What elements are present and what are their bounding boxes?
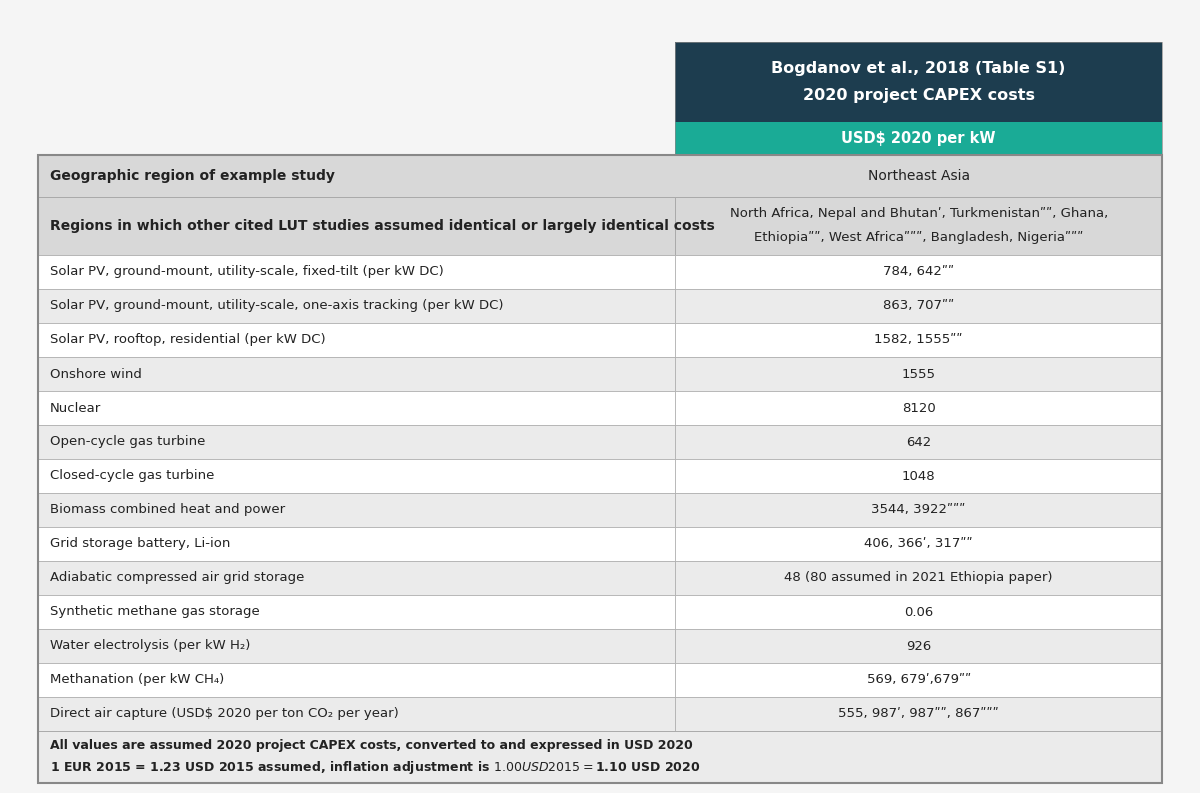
Bar	[676, 561, 1162, 595]
Bar	[676, 425, 1162, 459]
Bar	[38, 425, 676, 459]
Bar	[676, 255, 1162, 289]
Bar	[38, 391, 676, 425]
Bar	[38, 289, 676, 323]
Bar	[38, 527, 676, 561]
Bar	[38, 697, 676, 731]
Text: Solar PV, ground-mount, utility-scale, one-axis tracking (per kW DC): Solar PV, ground-mount, utility-scale, o…	[50, 300, 504, 312]
Text: Regions in which other cited LUT studies assumed identical or largely identical : Regions in which other cited LUT studies…	[50, 219, 715, 233]
Text: 569, 679ʹ,679ʺʺ: 569, 679ʹ,679ʺʺ	[866, 673, 971, 687]
Text: 0.06: 0.06	[904, 606, 934, 619]
Text: Water electrolysis (per kW H₂): Water electrolysis (per kW H₂)	[50, 639, 251, 653]
Bar	[676, 42, 1162, 155]
Text: Closed-cycle gas turbine: Closed-cycle gas turbine	[50, 469, 215, 482]
Bar	[38, 197, 676, 255]
Text: All values are assumed 2020 project CAPEX costs, converted to and expressed in U: All values are assumed 2020 project CAPE…	[50, 740, 692, 753]
Bar	[38, 561, 676, 595]
Text: Open-cycle gas turbine: Open-cycle gas turbine	[50, 435, 205, 449]
Text: Ethiopiaʺʺ, West Africaʺʺʺ, Bangladesh, Nigeriaʺʺʺ: Ethiopiaʺʺ, West Africaʺʺʺ, Bangladesh, …	[754, 232, 1084, 244]
Bar	[676, 122, 1162, 155]
Text: 863, 707ʺʺ: 863, 707ʺʺ	[883, 300, 954, 312]
Bar	[38, 323, 676, 357]
Text: Direct air capture (USD$ 2020 per ton CO₂ per year): Direct air capture (USD$ 2020 per ton CO…	[50, 707, 398, 721]
Bar	[676, 391, 1162, 425]
Bar	[38, 731, 1162, 783]
Bar	[676, 595, 1162, 629]
Text: Solar PV, rooftop, residential (per kW DC): Solar PV, rooftop, residential (per kW D…	[50, 334, 325, 347]
Bar	[38, 255, 676, 289]
Text: Grid storage battery, Li-ion: Grid storage battery, Li-ion	[50, 538, 230, 550]
Text: 555, 987ʹ, 987ʺʺ, 867ʺʺʺ: 555, 987ʹ, 987ʺʺ, 867ʺʺʺ	[839, 707, 1000, 721]
Text: 1582, 1555ʺʺ: 1582, 1555ʺʺ	[875, 334, 962, 347]
Bar	[38, 155, 1162, 197]
Text: 406, 366ʹ, 317ʺʺ: 406, 366ʹ, 317ʺʺ	[864, 538, 973, 550]
Bar	[676, 527, 1162, 561]
Text: Geographic region of example study: Geographic region of example study	[50, 169, 335, 183]
Bar	[38, 357, 676, 391]
Bar	[38, 493, 676, 527]
Bar	[676, 357, 1162, 391]
Bar	[38, 595, 676, 629]
Bar	[676, 289, 1162, 323]
Bar	[676, 323, 1162, 357]
Text: Nuclear: Nuclear	[50, 401, 101, 415]
Text: Bogdanov et al., 2018 (Table S1): Bogdanov et al., 2018 (Table S1)	[772, 61, 1066, 76]
Text: Synthetic methane gas storage: Synthetic methane gas storage	[50, 606, 259, 619]
Text: Onshore wind: Onshore wind	[50, 367, 142, 381]
Text: 926: 926	[906, 639, 931, 653]
Bar	[676, 493, 1162, 527]
Text: 48 (80 assumed in 2021 Ethiopia paper): 48 (80 assumed in 2021 Ethiopia paper)	[785, 572, 1052, 584]
Bar	[676, 197, 1162, 255]
Bar	[676, 459, 1162, 493]
Text: USD$ 2020 per kW: USD$ 2020 per kW	[841, 131, 996, 146]
Bar	[38, 155, 1162, 783]
Bar	[38, 459, 676, 493]
Text: 784, 642ʺʺ: 784, 642ʺʺ	[883, 266, 954, 278]
Bar	[38, 629, 676, 663]
Bar	[676, 629, 1162, 663]
Text: Biomass combined heat and power: Biomass combined heat and power	[50, 504, 286, 516]
Text: Adiabatic compressed air grid storage: Adiabatic compressed air grid storage	[50, 572, 305, 584]
Bar	[676, 697, 1162, 731]
Text: Methanation (per kW CH₄): Methanation (per kW CH₄)	[50, 673, 224, 687]
Text: 1 EUR 2015 = 1.23 USD 2015 assumed, inflation adjustment is $1.00 USD 2015 = $1.: 1 EUR 2015 = 1.23 USD 2015 assumed, infl…	[50, 760, 701, 776]
Text: Northeast Asia: Northeast Asia	[868, 169, 970, 183]
Text: Solar PV, ground-mount, utility-scale, fixed-tilt (per kW DC): Solar PV, ground-mount, utility-scale, f…	[50, 266, 444, 278]
Bar	[38, 663, 676, 697]
Text: 2020 project CAPEX costs: 2020 project CAPEX costs	[803, 88, 1034, 103]
Text: 8120: 8120	[901, 401, 936, 415]
Text: 3544, 3922ʺʺʺ: 3544, 3922ʺʺʺ	[871, 504, 966, 516]
Text: 1555: 1555	[901, 367, 936, 381]
Text: 1048: 1048	[902, 469, 936, 482]
Bar	[676, 663, 1162, 697]
Text: 642: 642	[906, 435, 931, 449]
Text: North Africa, Nepal and Bhutanʹ, Turkmenistanʺʺ, Ghana,: North Africa, Nepal and Bhutanʹ, Turkmen…	[730, 208, 1108, 220]
Bar	[676, 42, 1162, 122]
